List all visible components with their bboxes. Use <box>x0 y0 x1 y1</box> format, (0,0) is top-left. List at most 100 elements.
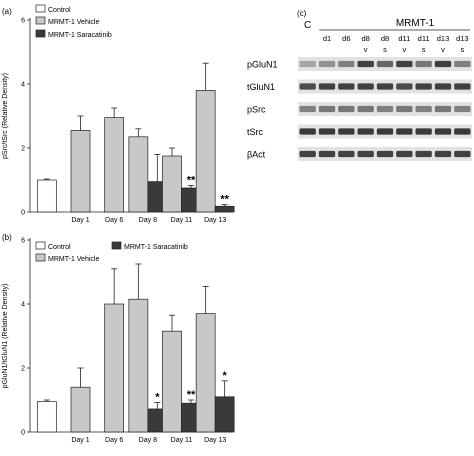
blot-band <box>434 83 452 90</box>
blot-band <box>357 83 374 90</box>
x-category-label: Day 11 <box>171 217 193 224</box>
blot-band <box>454 60 471 68</box>
blot-row-label: tGluN1 <box>247 82 275 92</box>
treatment-label: s <box>460 45 464 54</box>
legend-swatch <box>35 16 46 25</box>
bar <box>162 330 182 433</box>
bar <box>36 179 57 213</box>
significance-marker: * <box>223 370 228 382</box>
y-tick-label: 4 <box>21 82 25 89</box>
blot-band <box>454 150 471 158</box>
panel-label: (c) <box>297 9 307 18</box>
bar <box>195 313 216 433</box>
significance-marker: ** <box>187 389 196 401</box>
panel-label: (a) <box>2 7 12 16</box>
y-tick-label: 6 <box>21 18 25 25</box>
blot-band <box>376 128 394 135</box>
blot-band <box>376 60 394 68</box>
blot-band <box>396 83 413 90</box>
blot-band <box>299 128 316 135</box>
y-tick-label: 4 <box>21 302 25 309</box>
blot-band <box>357 128 374 135</box>
blot-band <box>434 128 452 135</box>
legend-label: MRMT-1 Vehicle <box>48 256 99 263</box>
group-label: MRMT-1 <box>396 18 435 29</box>
blot-band <box>396 105 413 113</box>
x-category-label: Day 13 <box>204 217 226 224</box>
y-axis-label: pSrc/tSrc (Relative Density) <box>2 73 9 159</box>
blot-band <box>415 150 432 158</box>
y-tick-label: 0 <box>21 210 25 217</box>
legend-label: MRMT-1 Vehicle <box>48 19 99 26</box>
treatment-label: s <box>422 45 426 54</box>
bar <box>70 130 91 213</box>
blot-band <box>318 128 336 135</box>
y-axis-label: pGluN1/tGluN1 (Relative Density) <box>2 284 9 389</box>
bar <box>104 117 125 213</box>
lane-label: d13 <box>437 34 450 43</box>
x-category-label: Day 11 <box>171 437 193 444</box>
blot-band <box>357 105 374 113</box>
significance-marker: ** <box>220 194 229 206</box>
x-category-label: Day 6 <box>105 437 123 444</box>
legend-swatch <box>35 29 46 38</box>
blot-band <box>318 83 336 90</box>
lane-label: d13 <box>456 34 469 43</box>
treatment-label: v <box>402 45 406 54</box>
panel-label: (b) <box>2 233 12 242</box>
blot-band <box>338 60 355 68</box>
legend-swatch <box>35 4 46 13</box>
blot-band <box>434 60 452 68</box>
blot-band <box>299 150 316 158</box>
western-blot-panel: (c) C MRMT-1 d1 d6 d8 v d8 s d11 v d11 s d13 v d13 s pGlu… <box>247 9 472 161</box>
control-lane-label: C <box>304 20 311 31</box>
legend-label: MRMT-1 Saracatinib <box>124 244 188 251</box>
chart-a: (a) pSrc/tSrc (Relative Density) 0 2 4 6 Day 1… <box>2 4 235 224</box>
x-category-label: Day 1 <box>71 437 89 444</box>
blot-band <box>415 128 432 135</box>
lane-label: d8 <box>361 34 369 43</box>
blot-band <box>318 105 336 113</box>
y-tick-label: 6 <box>21 238 25 245</box>
blot-row-label: βAct <box>247 150 266 160</box>
y-tick-label: 2 <box>21 366 25 373</box>
y-tick-label: 0 <box>21 430 25 437</box>
bar <box>214 396 235 433</box>
x-category-label: Day 8 <box>139 217 157 224</box>
legend-label: Control <box>48 244 71 251</box>
lane-label: d11 <box>398 34 410 43</box>
lane-label: d1 <box>323 34 331 43</box>
blot-band <box>434 150 452 158</box>
blot-band <box>454 128 471 135</box>
x-category-label: Day 1 <box>71 217 89 224</box>
legend-label: MRMT-1 Saracatinib <box>48 32 112 39</box>
bar <box>162 155 182 213</box>
treatment-label: s <box>383 45 387 54</box>
bar <box>70 386 91 433</box>
blot-band <box>338 105 355 113</box>
legend-swatch <box>35 241 46 250</box>
blot-band <box>396 128 413 135</box>
lane-label: d8 <box>381 34 389 43</box>
blot-band <box>357 60 374 68</box>
blot-band <box>454 83 471 90</box>
blot-row-label: pSrc <box>247 105 266 115</box>
treatment-label: v <box>441 45 445 54</box>
blot-band <box>299 83 316 90</box>
bar <box>128 136 149 213</box>
blot-band <box>299 60 316 68</box>
bar <box>128 298 149 433</box>
blot-band <box>396 60 413 68</box>
chart-b: (b) pGluN1/tGluN1 (Relative Density) 0 2 4 6 D… <box>2 233 235 444</box>
lane-label: d6 <box>342 34 350 43</box>
legend-label: Control <box>48 7 71 14</box>
lane-label: d11 <box>418 34 430 43</box>
blot-band <box>396 150 413 158</box>
x-category-label: Day 6 <box>105 217 123 224</box>
legend-swatch <box>35 253 46 262</box>
blot-band <box>415 105 432 113</box>
blot-band <box>434 105 452 113</box>
y-tick-label: 2 <box>21 146 25 153</box>
x-category-label: Day 13 <box>204 437 226 444</box>
